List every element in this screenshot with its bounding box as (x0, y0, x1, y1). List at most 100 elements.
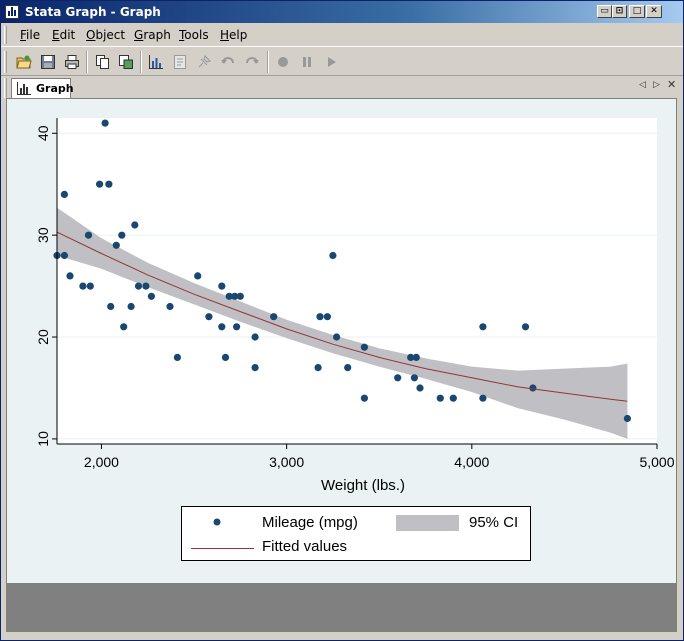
data-point (205, 313, 213, 321)
tab-scroll-right-icon[interactable]: ▷ (653, 80, 660, 90)
document-tab-bar: Graph ◁ ▷ ✕ (1, 77, 683, 99)
menu-edit[interactable]: Edit (52, 28, 76, 42)
data-point (236, 292, 244, 300)
window-title: Stata Graph - Graph (25, 5, 161, 19)
data-point (218, 323, 226, 331)
data-point (134, 282, 143, 290)
record-icon[interactable] (170, 52, 190, 72)
save-icon[interactable] (38, 52, 58, 72)
data-point (412, 353, 420, 361)
data-point (118, 231, 126, 239)
data-point (194, 272, 202, 280)
data-point (323, 313, 331, 321)
play-icon[interactable] (321, 52, 341, 72)
data-point (270, 313, 278, 321)
y-tick-label: 40 (35, 125, 51, 141)
data-point (105, 180, 113, 188)
data-point (225, 292, 233, 300)
data-point (231, 292, 239, 300)
close-button[interactable]: ✕ (646, 5, 662, 18)
legend-mileage-label: Mileage (mpg) (262, 514, 358, 531)
pause-icon[interactable] (297, 52, 317, 72)
data-point (360, 343, 368, 351)
data-point (79, 282, 87, 290)
legend-marker-symbol (213, 518, 221, 526)
tab-scroll-left-icon[interactable]: ◁ (639, 80, 646, 90)
data-point (521, 323, 530, 331)
undo-icon[interactable] (218, 52, 238, 72)
data-point (96, 180, 104, 188)
legend-fitted-line-swatch (191, 548, 254, 549)
data-point (394, 374, 402, 382)
data-point (479, 394, 487, 402)
data-point (410, 374, 418, 382)
data-point (66, 272, 74, 280)
data-point (173, 353, 181, 361)
menu-tools[interactable]: Tools (179, 28, 209, 42)
data-point (416, 384, 424, 392)
ci-band (57, 207, 628, 439)
data-point (60, 190, 68, 198)
data-point (84, 231, 93, 239)
x-axis-title: Weight (lbs.) (321, 477, 405, 494)
data-point (316, 313, 324, 321)
data-point (314, 364, 322, 372)
data-point (218, 282, 226, 290)
data-point (251, 333, 259, 341)
legend-fitted-label: Fitted values (262, 538, 348, 555)
tab-graph[interactable]: Graph (11, 78, 74, 98)
menu-object[interactable]: Object (86, 28, 126, 42)
y-tick-label: 10 (35, 431, 51, 447)
data-point (142, 282, 150, 290)
data-point (86, 282, 94, 290)
tab-close-icon[interactable]: ✕ (667, 78, 677, 91)
rename-icon[interactable] (116, 52, 136, 72)
pointer-icon[interactable] (194, 52, 214, 72)
restore-button[interactable]: ⊡ (612, 5, 627, 18)
menu-bar: File Edit Object Graph Tools Help (1, 24, 683, 46)
data-point (166, 302, 174, 311)
legend-ci-label: 95% CI (469, 514, 519, 531)
data-point (147, 292, 155, 300)
data-point (131, 221, 139, 229)
maximize-button[interactable]: □ (629, 5, 645, 18)
menu-graph[interactable]: Graph (134, 28, 171, 42)
menu-file[interactable]: File (20, 28, 41, 42)
tab-graph-label: Graph (36, 82, 74, 95)
x-tick-label: 4,000 (454, 454, 489, 470)
print-icon[interactable] (62, 52, 82, 72)
y-tick-label: 30 (35, 227, 51, 243)
menu-help[interactable]: Help (220, 28, 248, 42)
data-point (120, 323, 128, 331)
open-icon[interactable] (14, 52, 34, 72)
graph-tab-icon (17, 82, 31, 95)
x-tick-label: 2,000 (84, 454, 119, 470)
data-point (329, 251, 337, 260)
data-point (623, 414, 632, 423)
redo-icon[interactable] (242, 52, 262, 72)
data-point (233, 323, 241, 331)
data-point (251, 364, 259, 372)
toolbar (1, 46, 683, 76)
x-tick-label: 5,000 (639, 454, 674, 470)
dock-button[interactable]: ▭ (597, 5, 612, 18)
data-point (127, 302, 135, 311)
legend-ci-swatch (396, 515, 459, 531)
copy-icon[interactable] (92, 52, 112, 72)
data-point (221, 353, 230, 361)
title-bar: Stata Graph - Graph ▭ ⊡ □ ✕ (1, 1, 683, 23)
data-point (60, 251, 68, 260)
stata-graph-icon (5, 5, 19, 19)
data-point (407, 353, 415, 361)
data-point (360, 394, 368, 402)
data-point (344, 364, 352, 372)
start-recording-icon[interactable] (273, 52, 293, 72)
data-point (101, 119, 109, 127)
y-tick-label: 20 (35, 329, 51, 345)
graph-editor-icon[interactable] (146, 52, 166, 72)
data-point (449, 394, 457, 402)
data-point (107, 302, 115, 311)
data-point (112, 241, 120, 249)
scatter-plot: 10 20 30 40 2,000 3,000 4,000 5,000 Weight (lbs.… (35, 118, 675, 494)
data-point (479, 323, 487, 331)
